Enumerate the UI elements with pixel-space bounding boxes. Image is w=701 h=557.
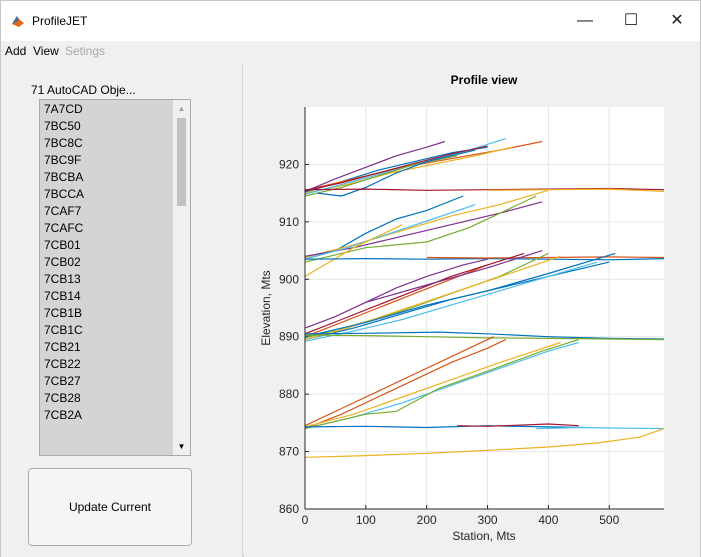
object-count-label: 71 AutoCAD Obje... bbox=[31, 83, 136, 97]
menu-settings: Setings bbox=[65, 44, 106, 58]
plot-area bbox=[305, 107, 664, 509]
profile-line-12 bbox=[304, 189, 549, 259]
profile-line-24 bbox=[304, 255, 561, 341]
window-title: ProfileJET bbox=[32, 14, 88, 28]
y-tick-label: 880 bbox=[279, 387, 299, 401]
list-item[interactable]: 7CB28 bbox=[44, 391, 81, 405]
chart-lines bbox=[304, 138, 665, 458]
x-tick-label: 100 bbox=[356, 513, 376, 527]
profile-line-14 bbox=[304, 195, 537, 263]
list-item[interactable]: 7CB1C bbox=[44, 323, 83, 337]
list-item[interactable]: 7CB22 bbox=[44, 357, 81, 371]
profile-line-30 bbox=[304, 336, 494, 427]
title-bar: ProfileJET — ☐ ✕ bbox=[1, 1, 700, 41]
profile-line-37 bbox=[536, 426, 665, 430]
x-tick-label: 0 bbox=[302, 513, 309, 527]
list-item[interactable]: 7CB02 bbox=[44, 255, 81, 269]
close-button[interactable]: ✕ bbox=[670, 12, 684, 29]
profile-line-36 bbox=[457, 423, 579, 427]
profile-line-31 bbox=[304, 339, 507, 430]
chart-title: Profile view bbox=[451, 73, 518, 87]
profile-line-34 bbox=[304, 339, 579, 430]
menu-add[interactable]: Add bbox=[5, 44, 27, 58]
menu-bar: Add View Setings bbox=[1, 41, 700, 61]
list-item[interactable]: 7CB27 bbox=[44, 374, 81, 388]
y-tick-label: 910 bbox=[279, 215, 299, 229]
matlab-app-icon bbox=[11, 14, 25, 28]
list-item[interactable]: 7BC50 bbox=[44, 119, 81, 133]
list-item[interactable]: 7CB01 bbox=[44, 238, 81, 252]
y-axis-label: Elevation, Mts bbox=[259, 270, 273, 345]
list-item[interactable]: 7BC8C bbox=[44, 136, 83, 150]
object-listbox[interactable]: 7A7CD 7BC50 7BC8C 7BC9F 7BCBA 7BCCA 7CAF… bbox=[39, 99, 191, 456]
list-item[interactable]: 7BCCA bbox=[44, 187, 85, 201]
list-item[interactable]: 7CAFC bbox=[44, 221, 84, 235]
profile-line-29 bbox=[304, 334, 665, 341]
x-axis-label: Station, Mts bbox=[452, 529, 515, 543]
y-tick-label: 870 bbox=[279, 445, 299, 459]
profile-line-17 bbox=[304, 258, 665, 261]
list-item[interactable]: 7BC9F bbox=[44, 153, 82, 167]
profile-line-25 bbox=[304, 252, 525, 335]
y-tick-labels: 860 870 880 890 900 910 920 bbox=[279, 157, 299, 516]
object-panel: 71 AutoCAD Obje... 7A7CD 7BC50 7BC8C 7BC… bbox=[1, 63, 243, 557]
profile-line-7 bbox=[304, 145, 488, 192]
profile-line-15 bbox=[304, 204, 476, 260]
profile-line-35 bbox=[304, 425, 585, 429]
scroll-thumb[interactable] bbox=[177, 118, 186, 206]
list-item[interactable]: 7BCBA bbox=[44, 170, 84, 184]
x-tick-labels: 0 100 200 300 400 500 bbox=[302, 513, 620, 527]
profile-line-32 bbox=[304, 341, 561, 428]
update-current-button[interactable]: Update Current bbox=[28, 468, 192, 546]
maximize-button[interactable]: ☐ bbox=[623, 12, 639, 29]
y-tick-label: 920 bbox=[279, 157, 299, 171]
listbox-scrollbar[interactable]: ▲ ▼ bbox=[173, 100, 190, 455]
scroll-down-arrow-icon[interactable]: ▼ bbox=[177, 442, 186, 451]
x-tick-label: 200 bbox=[417, 513, 437, 527]
profile-line-18 bbox=[426, 256, 665, 259]
profile-line-10 bbox=[487, 188, 665, 192]
profile-line-38 bbox=[304, 428, 665, 458]
scroll-up-arrow-icon[interactable]: ▲ bbox=[177, 104, 186, 113]
list-item[interactable]: 7CB2A bbox=[44, 408, 83, 422]
x-tick-label: 400 bbox=[538, 513, 558, 527]
x-tick-label: 300 bbox=[478, 513, 498, 527]
list-item[interactable]: 7CAF7 bbox=[44, 204, 82, 218]
y-tick-label: 900 bbox=[279, 272, 299, 286]
minimize-button[interactable]: — bbox=[577, 12, 593, 29]
x-tick-label: 500 bbox=[599, 513, 619, 527]
profile-line-23 bbox=[304, 261, 598, 342]
menu-view[interactable]: View bbox=[33, 44, 59, 58]
list-item[interactable]: 7CB13 bbox=[44, 272, 81, 286]
list-item[interactable]: 7CB1B bbox=[44, 306, 83, 320]
profile-line-16 bbox=[304, 224, 403, 277]
profile-line-27 bbox=[365, 250, 543, 303]
profile-line-8 bbox=[317, 149, 476, 197]
list-item[interactable]: 7CB21 bbox=[44, 340, 81, 354]
y-tick-label: 860 bbox=[279, 502, 299, 516]
profile-line-4 bbox=[304, 140, 446, 192]
profile-chart[interactable]: 0 100 200 300 400 500 860 870 880 890 900 910 920 P… bbox=[243, 62, 699, 556]
list-item[interactable]: 7A7CD bbox=[44, 102, 83, 116]
profile-line-21 bbox=[304, 258, 488, 329]
profile-line-26 bbox=[304, 252, 616, 338]
list-item[interactable]: 7CB14 bbox=[44, 289, 81, 303]
y-tick-label: 890 bbox=[279, 330, 299, 344]
profile-line-13 bbox=[304, 201, 543, 257]
profile-line-3 bbox=[304, 146, 513, 194]
